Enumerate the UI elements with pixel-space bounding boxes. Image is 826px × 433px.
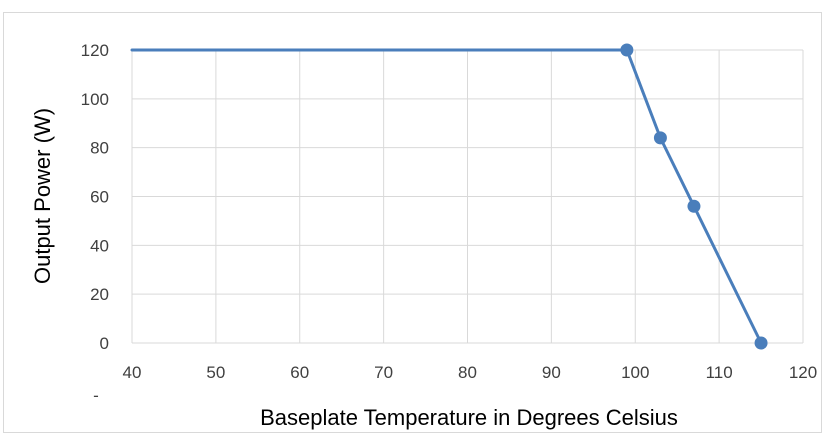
x-tick-label: 40 [123,363,142,382]
y-axis-tick-labels: 0 20 40 60 80 100 120 [81,41,109,353]
x-tick-label: 120 [789,363,817,382]
y-axis-title: Output Power (W) [30,108,55,284]
x-tick-label: 80 [458,363,477,382]
y-axis-minus-label: - [93,386,99,405]
y-tick-label: 20 [90,285,109,304]
x-axis-title: Baseplate Temperature in Degrees Celsius [260,405,678,430]
x-tick-label: 90 [542,363,561,382]
y-tick-label: 60 [90,188,109,207]
y-tick-label: 0 [100,334,109,353]
x-tick-label: 100 [621,363,649,382]
series-layer [130,43,768,350]
data-point-marker [620,43,634,57]
x-axis-tick-labels: 40 50 60 70 80 90 100 110 120 [123,363,818,382]
y-tick-label: 40 [90,236,109,255]
data-point-marker [687,199,701,213]
gridlines [131,49,804,344]
y-tick-label: 100 [81,90,109,109]
x-tick-label: 60 [290,363,309,382]
chart-frame [3,12,822,433]
data-point-marker [653,131,667,145]
y-tick-label: 80 [90,139,109,158]
y-tick-label: 120 [81,41,109,60]
x-tick-label: 70 [374,363,393,382]
x-tick-label: 110 [706,363,733,382]
data-point-marker [754,336,768,350]
x-tick-label: 50 [206,363,225,382]
